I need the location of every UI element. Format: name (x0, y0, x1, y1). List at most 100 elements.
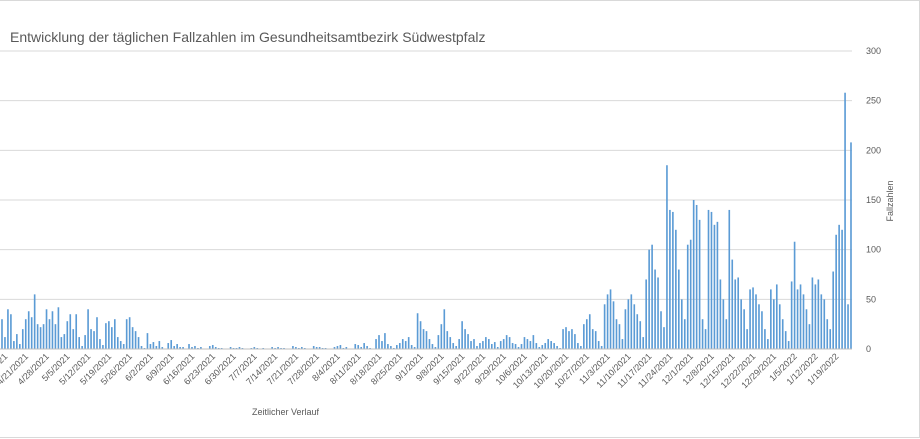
bar (401, 339, 404, 349)
bar (271, 347, 273, 349)
bar (378, 335, 380, 349)
bar (128, 317, 131, 349)
bar (743, 309, 745, 349)
bar (390, 346, 392, 349)
bar (211, 345, 214, 349)
bar (238, 347, 241, 349)
bar (710, 211, 713, 349)
bar (847, 304, 849, 349)
bar (517, 347, 520, 349)
bar (583, 324, 585, 349)
bar (479, 343, 481, 349)
bar (102, 345, 104, 349)
bar (850, 142, 852, 349)
bar (805, 309, 808, 349)
bar (384, 333, 386, 349)
bar (844, 92, 846, 349)
bar (137, 337, 140, 349)
bar (167, 343, 170, 349)
bar (814, 284, 817, 349)
bar (425, 331, 428, 349)
bar (835, 234, 837, 349)
bar (158, 341, 161, 349)
bar (45, 309, 48, 349)
bar (90, 329, 92, 349)
bar (301, 347, 303, 349)
bar (692, 200, 695, 349)
bar (547, 339, 550, 349)
bar (790, 281, 793, 349)
bar (502, 339, 505, 349)
y-tick-label: 50 (866, 294, 876, 304)
y-tick-label: 150 (866, 195, 881, 205)
bar (511, 343, 514, 349)
bar (48, 319, 51, 349)
bar (357, 345, 360, 349)
bar (131, 327, 134, 349)
bar (775, 284, 778, 349)
bar (689, 239, 692, 349)
bar (318, 347, 321, 349)
bar (333, 347, 336, 349)
bar (339, 345, 342, 349)
bar (523, 337, 526, 349)
bar (87, 309, 89, 349)
bar (820, 294, 823, 349)
bar (7, 309, 9, 349)
bar (57, 307, 60, 349)
bar (615, 319, 618, 349)
bar (443, 309, 446, 349)
bar (449, 337, 452, 349)
bar (36, 324, 39, 349)
bar (651, 244, 653, 349)
bar (541, 345, 544, 349)
bar (603, 304, 606, 349)
bar (793, 241, 796, 349)
bar (72, 329, 75, 349)
bar (588, 314, 591, 349)
bar (4, 337, 6, 349)
bar (21, 329, 24, 349)
bar (802, 294, 805, 349)
bar (27, 311, 30, 349)
bar (381, 341, 383, 349)
bar (99, 339, 101, 349)
bar (624, 309, 627, 349)
bar (568, 331, 570, 349)
bar (194, 346, 196, 349)
bar (60, 337, 63, 349)
bar (200, 347, 202, 349)
bar (69, 314, 72, 349)
bar (781, 319, 784, 349)
bar (30, 317, 33, 349)
bar (535, 343, 538, 349)
bar (553, 343, 555, 349)
bar (663, 327, 665, 349)
bar (505, 335, 508, 349)
bar (675, 229, 677, 349)
bar (493, 342, 496, 349)
bar (612, 301, 615, 349)
bar (410, 345, 413, 349)
bar (683, 319, 686, 349)
bar (125, 319, 128, 349)
bar (740, 299, 742, 349)
bar (33, 294, 36, 349)
bar (434, 347, 437, 349)
bar (630, 294, 633, 349)
bar (467, 334, 469, 349)
bar (146, 333, 149, 349)
y-tick-label: 100 (866, 245, 881, 255)
bar (686, 244, 689, 349)
bar (826, 319, 829, 349)
bar (10, 314, 12, 349)
bar (778, 304, 781, 349)
bar (609, 289, 612, 349)
bar (514, 344, 517, 349)
bar (179, 347, 181, 349)
bar (755, 294, 757, 349)
bar (440, 324, 443, 349)
bar (363, 343, 365, 349)
bar (464, 329, 466, 349)
bar (752, 287, 754, 349)
